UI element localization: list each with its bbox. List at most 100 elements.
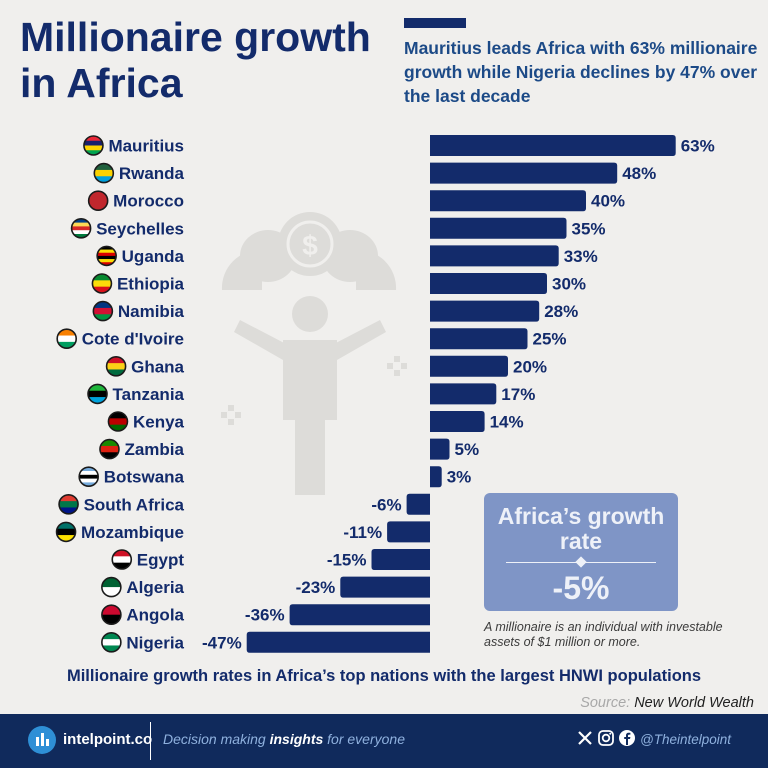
flag-icon-7 — [56, 328, 78, 350]
chart-caption: Millionaire growth rates in Africa’s top… — [66, 667, 702, 685]
value-label-6: 28% — [544, 302, 578, 321]
value-label-0: 63% — [681, 137, 715, 156]
flag-icon-17 — [101, 604, 122, 626]
category-label-16: Algeria — [126, 578, 184, 597]
bar-0 — [430, 135, 676, 156]
category-label-17: Angola — [126, 606, 184, 625]
ornament-divider — [506, 556, 656, 568]
value-label-1: 48% — [622, 164, 656, 183]
social-handle[interactable]: @Theintelpoint — [640, 732, 732, 747]
category-label-13: South Africa — [84, 495, 185, 514]
category-label-10: Kenya — [133, 413, 185, 432]
source-label: Source: — [580, 695, 631, 711]
flag-icon-14 — [55, 521, 77, 543]
instagram-icon[interactable] — [597, 729, 615, 747]
bar-15 — [371, 549, 430, 570]
value-label-13: -6% — [371, 495, 401, 514]
bar-7 — [430, 328, 528, 350]
page-title: Millionaire growth in Africa — [20, 14, 371, 106]
svg-text:$: $ — [302, 230, 318, 261]
millionaire-note: A millionaire is an individual with inve… — [484, 620, 723, 649]
tagline: Decision making insights for everyone — [163, 731, 405, 747]
flag-icon-0 — [83, 135, 104, 156]
value-label-5: 30% — [552, 275, 586, 294]
footer-bar: intelpoint.co Decision making insights f… — [0, 714, 768, 768]
accent-bar — [404, 18, 466, 28]
value-label-18: -47% — [202, 633, 242, 652]
value-label-10: 14% — [490, 413, 524, 432]
category-label-18: Nigeria — [126, 633, 184, 652]
bar-16 — [340, 576, 430, 598]
category-label-9: Tanzania — [113, 385, 185, 404]
category-label-8: Ghana — [131, 357, 184, 376]
bar-1 — [430, 162, 618, 184]
bar-13 — [406, 493, 430, 515]
value-label-8: 20% — [513, 357, 547, 376]
bar-2 — [430, 190, 586, 212]
flag-icon-5 — [91, 273, 113, 294]
source-value: New World Wealth — [634, 695, 754, 711]
footer-divider — [150, 722, 151, 760]
bar-18 — [246, 631, 430, 653]
category-label-3: Seychelles — [96, 219, 184, 238]
flag-icon-8 — [105, 355, 127, 377]
value-label-15: -15% — [327, 551, 367, 570]
africa-growth-box: Africa’s growth rate -5% — [484, 493, 678, 611]
brand-name[interactable]: intelpoint.co — [63, 731, 153, 748]
flag-icon-11 — [99, 438, 120, 460]
value-label-9: 17% — [501, 385, 535, 404]
dollar-icon: $ — [286, 220, 334, 268]
bar-3 — [430, 217, 567, 239]
category-label-5: Ethiopia — [117, 275, 185, 294]
flag-icon-4 — [96, 245, 117, 267]
bar-14 — [387, 521, 430, 543]
africa-growth-value: -5% — [552, 570, 610, 606]
category-label-1: Rwanda — [119, 164, 185, 183]
source-credit: Source: New World Wealth — [580, 695, 754, 711]
flag-icon-9 — [87, 383, 108, 405]
flag-icon-3 — [70, 218, 92, 239]
subtitle: Mauritius leads Africa with 63% milliona… — [404, 38, 758, 106]
bars-group: 63% Mauritius 48% Rwanda 40% Morocco 35% Seyche… — [55, 135, 715, 653]
x-icon[interactable] — [576, 729, 594, 747]
flag-icon-18 — [101, 631, 122, 653]
bar-11 — [430, 438, 450, 460]
flag-icon-15 — [111, 549, 133, 570]
category-label-7: Cote d'Ivoire — [82, 330, 184, 349]
category-label-2: Morocco — [113, 192, 184, 211]
bar-8 — [430, 355, 508, 377]
value-label-12: 3% — [447, 468, 472, 487]
category-label-12: Botswana — [104, 468, 185, 487]
bar-6 — [430, 300, 540, 322]
flag-icon-2 — [87, 190, 109, 211]
bar-4 — [430, 245, 559, 267]
value-label-16: -23% — [296, 578, 336, 597]
category-label-6: Namibia — [118, 302, 185, 321]
brand-logo-icon[interactable] — [28, 726, 56, 754]
value-label-3: 35% — [572, 219, 606, 238]
africa-growth-title: Africa’s growth rate — [497, 503, 665, 554]
bar-9 — [430, 383, 497, 405]
value-label-17: -36% — [245, 606, 285, 625]
bar-5 — [430, 273, 547, 294]
value-label-7: 25% — [533, 330, 567, 349]
facebook-icon[interactable] — [618, 729, 636, 747]
value-label-4: 33% — [564, 247, 598, 266]
category-label-14: Mozambique — [81, 523, 184, 542]
category-label-15: Egypt — [137, 551, 185, 570]
flag-icon-12 — [78, 466, 100, 488]
flag-icon-10 — [107, 411, 129, 432]
category-label-11: Zambia — [124, 440, 184, 459]
value-label-11: 5% — [455, 440, 480, 459]
value-label-14: -11% — [343, 523, 382, 542]
flag-icon-1 — [93, 162, 115, 184]
bar-17 — [289, 604, 430, 626]
flag-icon-13 — [58, 493, 79, 515]
flag-icon-6 — [92, 300, 114, 322]
category-label-4: Uganda — [122, 247, 185, 266]
bar-10 — [430, 411, 485, 432]
value-label-2: 40% — [591, 192, 625, 211]
category-label-0: Mauritius — [108, 137, 184, 156]
flag-icon-16 — [101, 576, 122, 598]
